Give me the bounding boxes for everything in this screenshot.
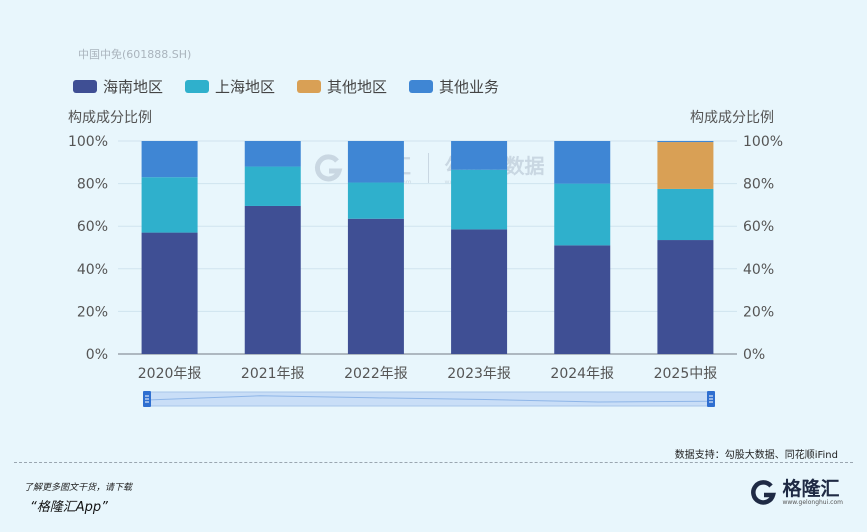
brand-logo-icon: [751, 480, 777, 505]
x-tick-label: 2021年报: [241, 366, 305, 382]
y-tick-label-left: 40%: [77, 262, 108, 278]
legend-swatch: [297, 80, 322, 93]
x-tick-label: 2020年报: [138, 366, 202, 382]
legend-swatch: [73, 80, 97, 93]
chart-subtitle: 中国中免(601888.SH): [78, 48, 192, 61]
brand-url: www.gelonghui.com: [782, 499, 843, 506]
zoom-slider-preview-line: [146, 395, 712, 403]
y-tick-label-right: 40%: [743, 262, 774, 278]
bar-segment: [347, 141, 404, 183]
y-axis-title-right: 构成成分比例: [690, 110, 774, 126]
bar-segment: [141, 177, 198, 233]
bar-segment: [451, 169, 508, 230]
bar-segment: [554, 141, 611, 184]
legend-label: 海南地区: [103, 78, 164, 96]
y-tick-label-right: 0%: [743, 347, 765, 363]
x-tick-label: 2024年报: [550, 366, 614, 382]
bar-segment: [451, 141, 508, 170]
legend-label: 其他地区: [327, 78, 388, 96]
legend-label: 上海地区: [215, 78, 276, 96]
legend-item-shanghai[interactable]: 上海地区: [185, 76, 275, 97]
bar-segment: [554, 245, 611, 354]
legend: 海南地区 上海地区 其他地区 其他业务: [73, 76, 499, 97]
y-tick-label-left: 80%: [77, 177, 108, 193]
legend-item-other-region[interactable]: 其他地区: [297, 76, 387, 97]
x-tick-label: 2023年报: [447, 366, 511, 382]
bar-segment: [347, 218, 404, 354]
y-tick-label-right: 80%: [743, 177, 774, 193]
bar-segment: [141, 141, 198, 178]
bar-segment: [244, 166, 301, 206]
bar-segment: [244, 141, 301, 167]
brand-name: 格隆汇: [782, 478, 840, 500]
download-tip: 了解更多图文干货，请下载: [24, 483, 133, 493]
data-source: 数据支持：勾股大数据、同花顺iFind: [674, 450, 838, 461]
bar-segment: [451, 229, 508, 354]
bar-segment: [657, 142, 714, 189]
x-tick-label: 2025中报: [654, 366, 718, 382]
bar-segment: [657, 240, 714, 354]
y-tick-label-right: 100%: [743, 134, 783, 150]
y-tick-label-left: 20%: [77, 304, 108, 320]
y-tick-label-left: 0%: [86, 347, 108, 363]
bar-segment: [554, 183, 611, 246]
bar-segment: [657, 188, 714, 241]
app-name: “格隆汇App”: [30, 500, 108, 515]
y-axis-title-left: 构成成分比例: [68, 110, 152, 126]
legend-label: 其他业务: [439, 78, 500, 96]
footer-divider: [14, 462, 853, 463]
bar-segment: [141, 232, 198, 354]
y-tick-label-left: 100%: [68, 134, 108, 150]
y-tick-label-left: 60%: [77, 219, 108, 235]
legend-swatch: [185, 80, 210, 93]
y-tick-label-right: 20%: [743, 304, 774, 320]
legend-swatch: [409, 80, 434, 93]
legend-item-haina[interactable]: 海南地区: [73, 76, 163, 97]
bar-segment: [347, 182, 404, 219]
x-tick-label: 2022年报: [344, 366, 408, 382]
footer-brand: 格隆汇 www.gelonghui.com: [750, 480, 843, 506]
bar-segment: [657, 141, 714, 143]
bar-segment: [244, 205, 301, 354]
legend-item-other-business[interactable]: 其他业务: [409, 76, 499, 97]
y-tick-label-right: 60%: [743, 219, 774, 235]
